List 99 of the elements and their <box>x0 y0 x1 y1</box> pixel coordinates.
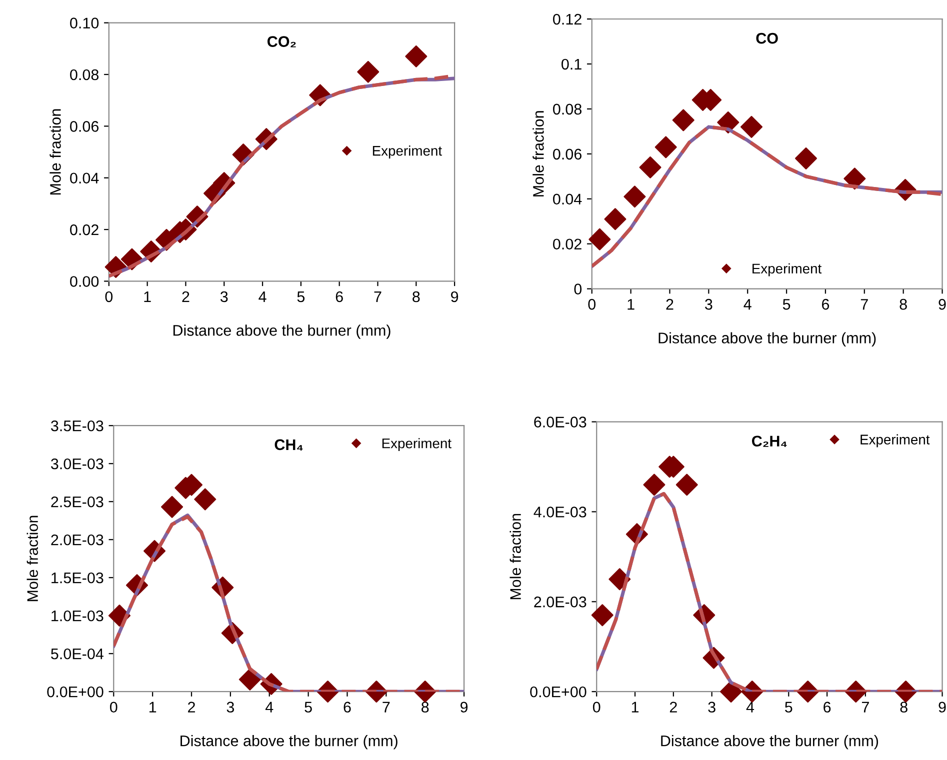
y-tick-label: 0.02 <box>553 238 582 250</box>
x-tick-label: 1 <box>144 291 151 302</box>
x-tick-label: 6 <box>822 298 830 310</box>
text: CO <box>756 32 778 44</box>
text: CO₂ <box>268 36 296 48</box>
x-tick-label: 7 <box>860 299 868 310</box>
point <box>740 116 762 138</box>
y-axis-title: Mole fraction <box>50 109 61 194</box>
x-tick-label: 2 <box>670 702 677 712</box>
x-axis-title: Distance above the burner (mm) <box>658 332 876 346</box>
x-tick-label: 0 <box>110 702 118 713</box>
y-tick-label: 0.04 <box>553 194 582 205</box>
text: C₂H₄ <box>752 436 787 447</box>
y-tick-label: 1.0E-03 <box>52 610 104 622</box>
y-tick-label: 0.0E+00 <box>530 686 586 698</box>
y-tick-label: 0.02 <box>70 224 98 236</box>
y-tick-label: 2.0E-03 <box>534 596 586 608</box>
x-tick-label: 0 <box>588 298 596 310</box>
x-tick-label: 0 <box>105 291 113 302</box>
y-tick-label: 3.0E-03 <box>50 458 104 470</box>
point <box>588 228 611 250</box>
y-tick-label: 0.06 <box>553 148 582 160</box>
x-tick-label: 1 <box>149 702 156 712</box>
y-tick-label: 0.00 <box>70 276 99 287</box>
point <box>795 147 817 170</box>
y-tick-label: 0.08 <box>70 69 99 80</box>
y-tick-label: 0.10 <box>70 18 99 28</box>
y-tick-label: 0.06 <box>70 121 99 132</box>
x-tick-label: 5 <box>782 299 790 310</box>
y-tick-label: 0.04 <box>70 172 99 184</box>
x-tick-label: 4 <box>744 299 752 310</box>
x-tick-label: 6 <box>824 702 831 713</box>
x-tick-label: 8 <box>900 298 907 310</box>
point <box>604 208 626 230</box>
x-axis-title: Distance above the burner (mm) <box>661 735 878 750</box>
x-tick-label: 3 <box>220 291 228 302</box>
legend-label: Experiment <box>382 438 452 452</box>
x-tick-label: 2 <box>182 291 190 302</box>
x-tick-label: 1 <box>628 299 634 310</box>
y-tick-label: 4.0E-03 <box>534 506 586 518</box>
x-tick-label: 2 <box>666 298 674 310</box>
x-tick-label: 1 <box>632 702 639 712</box>
y-axis-title: Mole fraction <box>510 514 521 600</box>
point <box>624 186 646 208</box>
y-tick-label: 0.1 <box>562 58 582 70</box>
x-tick-label: 3 <box>708 702 716 713</box>
x-tick-label: 7 <box>862 702 869 712</box>
x-axis-title: Distance above the burner (mm) <box>173 324 390 339</box>
x-tick-label: 9 <box>938 702 946 713</box>
point <box>194 488 216 510</box>
x-tick-label: 3 <box>705 298 712 310</box>
point <box>591 604 614 626</box>
x-tick-label: 8 <box>412 291 420 302</box>
point <box>720 680 742 703</box>
x-tick-label: 3 <box>226 702 234 713</box>
x-tick-label: 9 <box>460 702 468 713</box>
y-axis-title: Mole fraction <box>532 111 544 196</box>
point <box>844 168 866 190</box>
legend-label: Experiment <box>860 434 930 448</box>
y-tick-label: 3.5E-03 <box>50 420 104 432</box>
x-axis-title: Distance above the burner (mm) <box>180 735 398 750</box>
point <box>643 474 666 496</box>
point <box>639 156 662 178</box>
point <box>405 45 428 68</box>
y-axis-title: Mole fraction <box>26 516 38 602</box>
x-tick-label: 4 <box>265 702 274 712</box>
x-tick-label: 4 <box>258 291 266 302</box>
x-tick-label: 9 <box>451 291 458 302</box>
x-tick-label: 5 <box>297 291 305 302</box>
point <box>357 60 380 83</box>
y-tick-label: 5.0E-04 <box>51 648 104 660</box>
x-tick-label: 9 <box>938 298 946 310</box>
legend-label: Experiment <box>372 146 442 158</box>
x-tick-label: 6 <box>336 291 343 302</box>
x-tick-label: 6 <box>344 702 351 713</box>
x-tick-label: 5 <box>304 702 312 713</box>
x-tick-label: 0 <box>592 702 600 713</box>
y-tick-label: 0.08 <box>553 104 582 115</box>
x-tick-label: 8 <box>422 702 429 713</box>
x-tick-label: 4 <box>746 702 754 712</box>
x-tick-label: 7 <box>374 291 382 302</box>
y-tick-label: 0.0E+00 <box>47 686 104 698</box>
point <box>161 496 184 518</box>
x-tick-label: 5 <box>785 702 792 713</box>
legend-label: Experiment <box>752 263 822 276</box>
point <box>238 668 261 690</box>
y-tick-label: 6.0E-03 <box>534 416 586 428</box>
y-tick-label: 2.0E-03 <box>51 534 104 546</box>
x-tick-label: 8 <box>900 702 908 713</box>
point <box>654 136 677 158</box>
point <box>676 474 698 496</box>
x-tick-label: 7 <box>382 702 390 712</box>
y-tick-label: 1.5E-03 <box>52 572 104 584</box>
text: CH₄ <box>274 439 303 450</box>
y-tick-label: 2.5E-03 <box>51 496 104 508</box>
y-tick-label: 0.12 <box>553 14 582 25</box>
y-tick-label: 0 <box>574 284 582 294</box>
point <box>672 109 694 132</box>
x-tick-label: 2 <box>188 702 195 712</box>
